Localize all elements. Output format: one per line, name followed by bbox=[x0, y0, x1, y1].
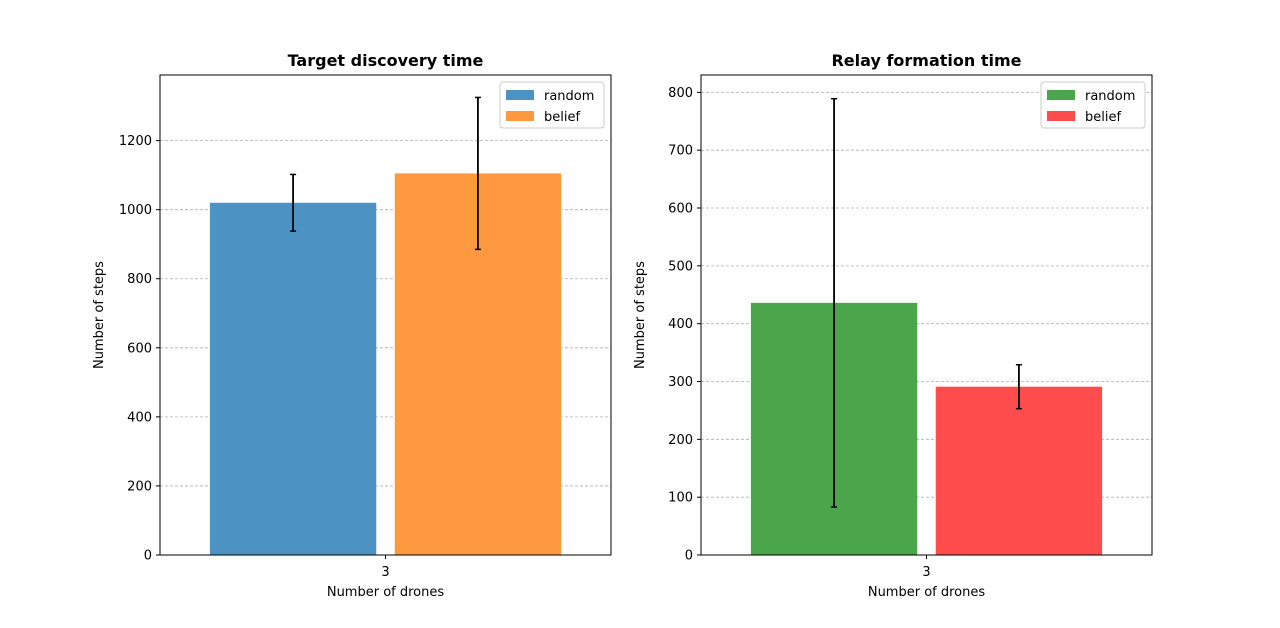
legend-swatch-belief bbox=[506, 111, 534, 121]
y-tick-label: 200 bbox=[127, 479, 152, 494]
legend-swatch-belief bbox=[1047, 111, 1075, 121]
legend-label-belief: belief bbox=[544, 110, 580, 125]
y-axis-label: Number of steps bbox=[633, 261, 648, 369]
y-tick-label: 600 bbox=[127, 341, 152, 356]
y-tick-label: 200 bbox=[668, 433, 693, 448]
y-tick-label: 100 bbox=[668, 491, 693, 506]
x-axis-label: Number of drones bbox=[327, 585, 445, 600]
y-tick-label: 0 bbox=[144, 549, 152, 564]
y-axis-label: Number of steps bbox=[92, 261, 107, 369]
bar-random-3 bbox=[209, 202, 377, 556]
chart-title: Relay formation time bbox=[831, 51, 1021, 70]
y-tick-label: 400 bbox=[668, 317, 693, 332]
y-tick-label: 800 bbox=[127, 272, 152, 287]
y-tick-label: 1200 bbox=[119, 134, 152, 149]
x-tick-label: 3 bbox=[381, 565, 389, 580]
y-tick-label: 0 bbox=[685, 549, 693, 564]
y-tick-label: 1000 bbox=[119, 203, 152, 218]
y-tick-label: 400 bbox=[127, 410, 152, 425]
legend-swatch-random bbox=[506, 90, 534, 100]
x-axis-label: Number of drones bbox=[868, 585, 986, 600]
y-tick-label: 800 bbox=[668, 86, 693, 101]
y-tick-label: 700 bbox=[668, 144, 693, 159]
x-tick-label: 3 bbox=[922, 565, 930, 580]
chart-title: Target discovery time bbox=[288, 51, 484, 70]
bar-belief-3 bbox=[935, 386, 1103, 555]
chart-panel-2: 0 100 200 300 400 500 600 700 800 3 Relay formatio… bbox=[633, 51, 1153, 600]
legend: random belief bbox=[1040, 81, 1146, 129]
y-tick-label: 300 bbox=[668, 375, 693, 390]
y-tick-label: 500 bbox=[668, 259, 693, 274]
legend-label-random: random bbox=[544, 89, 594, 104]
chart-panel-1: 0 200 400 600 800 1000 1200 3 Target discovery t… bbox=[92, 51, 612, 600]
y-tick-label: 600 bbox=[668, 202, 693, 217]
legend: random belief bbox=[499, 81, 605, 129]
legend-label-belief: belief bbox=[1085, 110, 1121, 125]
legend-swatch-random bbox=[1047, 90, 1075, 100]
legend-label-random: random bbox=[1085, 89, 1135, 104]
